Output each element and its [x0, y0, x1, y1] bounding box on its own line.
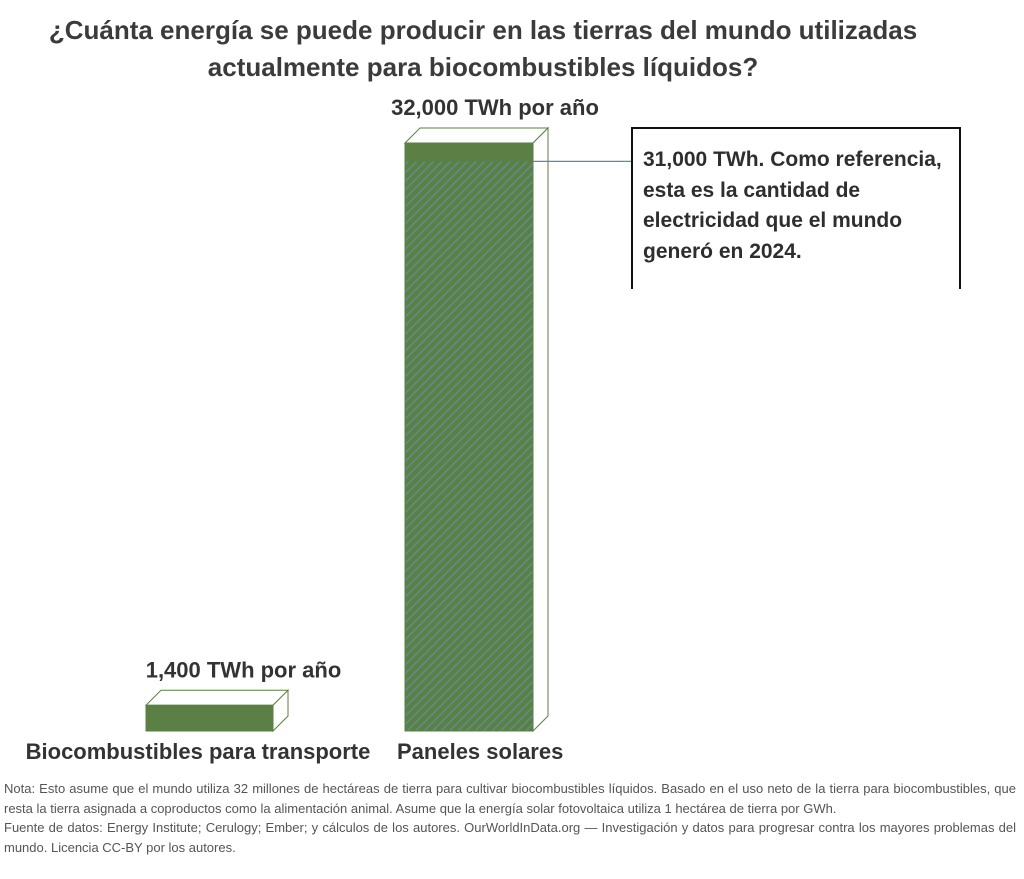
bar-top-1 [403, 127, 550, 144]
footer-source: Fuente de datos: Energy Institute; Cerul… [4, 820, 1016, 855]
chart-title-line-2: actualmente para biocombustibles líquido… [207, 52, 759, 82]
value-label-1: 32,000 TWh por año [391, 95, 599, 120]
category-label-0: Biocombustibles para transporte [26, 739, 371, 764]
bar-side-1 [532, 126, 549, 733]
footer: Nota: Esto asume que el mundo utiliza 32… [4, 779, 1016, 857]
value-label-0: 1,400 TWh por año [146, 657, 342, 682]
reference-annotation: 31,000 TWh. Como referencia, esta es la … [631, 127, 961, 289]
reference-band [405, 143, 533, 162]
bar-0 [145, 704, 274, 732]
chart-title-line-1: ¿Cuánta energía se puede producir en las… [48, 15, 918, 45]
category-label-1: Paneles solares [397, 739, 563, 764]
bar-1 [404, 142, 534, 732]
footer-note: Nota: Esto asume que el mundo utiliza 32… [4, 781, 1016, 816]
chart-title: ¿Cuánta energía se puede producir en las… [0, 12, 966, 86]
bar-top-0 [144, 689, 290, 706]
bar-chart: 1,400 TWh por año Biocombustibles para tr… [26, 95, 631, 764]
